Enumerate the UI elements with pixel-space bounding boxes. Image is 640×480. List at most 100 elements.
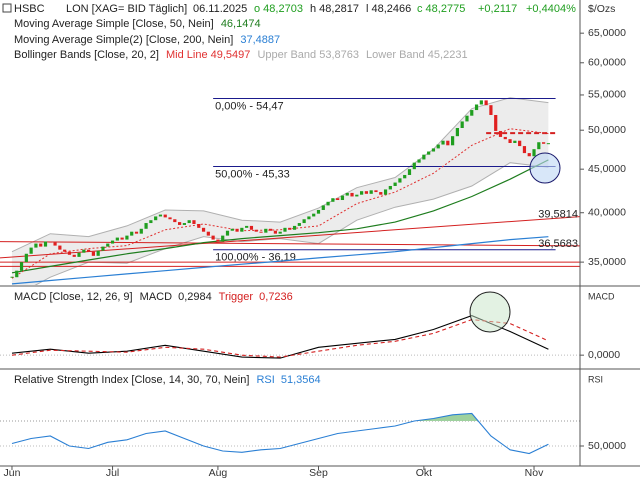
candle [288,227,292,230]
legend-label: Moving Average Simple(2) [Close, 200, Ne… [14,34,233,46]
candle [221,235,225,242]
trend-line [0,241,580,247]
candle [149,220,153,224]
candle [360,191,364,195]
change-pct: +0,4404% [526,3,576,15]
candle [407,169,412,175]
candle [154,216,158,221]
candle [82,249,86,253]
candle [211,235,215,240]
candle [436,144,440,149]
candle [537,142,541,150]
candle [225,230,230,236]
candle [403,174,407,179]
x-tick-label: Jun [4,467,21,479]
legend-value: 51,3564 [281,374,321,386]
candle [163,214,167,218]
symbol: HSBC [14,3,45,15]
candle [474,104,479,111]
y-tick-label: 55,0000 [588,89,626,101]
candle [254,229,258,232]
bollinger-fill [11,97,549,285]
candle [470,110,474,116]
candle [134,231,139,234]
low: l 48,2466 [366,3,411,15]
candle [245,225,249,228]
candle [240,227,244,232]
legend-value: Mid Line 49,5497 [166,49,250,61]
candle [273,230,277,234]
candle [158,214,163,217]
legend-value: Lower Band 45,2231 [366,49,468,61]
candle [451,136,455,146]
bollinger-upper [11,97,549,253]
candle [522,146,527,154]
candle [542,142,546,144]
instrument: LON [XAG= BID Täglich] [66,3,187,15]
candle [465,115,469,122]
legend-value: Upper Band 53,8763 [257,49,359,61]
candle [455,127,459,137]
candle [24,253,28,263]
candle [235,228,239,232]
candle [72,254,76,257]
candle [489,105,493,115]
candle [178,222,182,225]
candle [269,228,273,231]
candle [446,140,450,146]
candle [201,227,206,232]
candle [77,252,81,257]
candle [144,223,148,229]
open: o 48,2703 [254,3,303,15]
x-tick-label: Jul [106,467,119,479]
candle [374,190,378,193]
candle [58,245,62,250]
candle [173,219,177,223]
y-tick-label: 45,0000 [588,163,626,175]
candle [106,243,110,247]
candle [307,216,311,220]
candle [427,151,431,155]
candle [479,100,483,105]
legend-row: Relative Strength Index [Close, 14, 30, … [14,374,321,386]
candle [43,241,48,247]
legend-icon [2,3,12,13]
y-tick-label: 65,0000 [588,27,626,39]
candle [192,220,196,224]
candle [182,223,186,225]
legend-label: Moving Average Simple [Close, 50, Nein] [14,18,214,30]
legend-row: Moving Average Simple [Close, 50, Nein] … [14,18,261,30]
legend-value: 46,1474 [221,18,261,30]
candle [34,243,38,248]
candle [321,205,325,210]
candle [326,201,330,206]
candle [67,251,72,255]
rsi-panel [0,412,580,455]
y-tick-label: 60,0000 [588,57,626,69]
legend-value: 0,7236 [259,291,293,303]
candle [417,159,421,163]
x-tick-label: Okt [416,467,432,479]
y-tick-label: 0,0000 [588,349,620,361]
candle [278,231,282,234]
axis-label: MACD [588,291,615,301]
date: 06.11.2025 [193,3,247,15]
candle [316,209,321,214]
change: +0,2117 [478,3,517,15]
legend: HSBC LON [XAG= BID Täglich] 06.11.2025 o… [2,3,615,386]
candle [101,246,105,251]
candle [398,178,402,183]
candle [532,149,536,157]
price-panel: 0,00% - 54,47 50,00% - 45,33 100,00% - 36,… [0,97,580,285]
candle [115,237,119,241]
legend-label: Trigger [219,291,254,303]
x-tick-label: Nov [525,467,544,479]
candle [259,231,263,233]
candle [283,227,287,232]
moving-average [11,159,549,274]
axis-label: RSI [588,374,603,384]
candle [53,242,57,246]
candle [513,140,517,143]
legend-label: MACD [Close, 12, 26, 9] [14,291,133,303]
